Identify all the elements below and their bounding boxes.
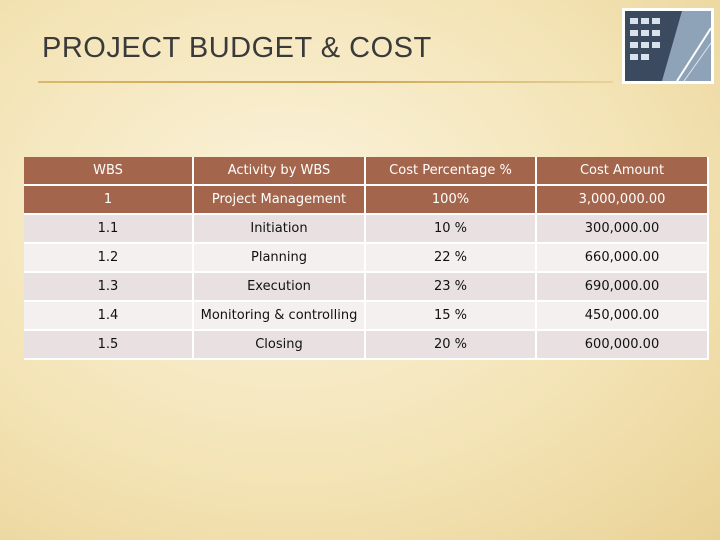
header-cell: Activity by WBS bbox=[194, 157, 366, 186]
header-cell: WBS bbox=[24, 157, 194, 186]
table-cell: Monitoring & controlling bbox=[194, 302, 366, 331]
table-cell: 660,000.00 bbox=[537, 244, 709, 273]
title-rule bbox=[38, 81, 613, 83]
slide-title: PROJECT BUDGET & COST bbox=[42, 32, 432, 64]
table-cell: 1.2 bbox=[24, 244, 194, 273]
table-cell: 20 % bbox=[366, 331, 537, 360]
table-cell: 1.5 bbox=[24, 331, 194, 360]
table-cell: 1 bbox=[24, 186, 194, 215]
table-cell: 600,000.00 bbox=[537, 331, 709, 360]
table-cell: 23 % bbox=[366, 273, 537, 302]
table-cell: 100% bbox=[366, 186, 537, 215]
table-cell: 10 % bbox=[366, 215, 537, 244]
header-cell: Cost Amount bbox=[537, 157, 709, 186]
calculator-picture bbox=[622, 8, 714, 84]
table-cell: Execution bbox=[194, 273, 366, 302]
table-cell: 3,000,000.00 bbox=[537, 186, 709, 215]
header-cell: Cost Percentage % bbox=[366, 157, 537, 186]
table-cell: 1.3 bbox=[24, 273, 194, 302]
table-cell: Project Management bbox=[194, 186, 366, 215]
table-cell: 15 % bbox=[366, 302, 537, 331]
table-cell: 1.1 bbox=[24, 215, 194, 244]
table-cell: 22 % bbox=[366, 244, 537, 273]
table-cell: 1.4 bbox=[24, 302, 194, 331]
table-cell: Planning bbox=[194, 244, 366, 273]
table-cell: 690,000.00 bbox=[537, 273, 709, 302]
budget-table: WBS Activity by WBS Cost Percentage % Cost … bbox=[24, 157, 709, 360]
table-cell: Initiation bbox=[194, 215, 366, 244]
table-cell: Closing bbox=[194, 331, 366, 360]
table-cell: 300,000.00 bbox=[537, 215, 709, 244]
table-cell: 450,000.00 bbox=[537, 302, 709, 331]
